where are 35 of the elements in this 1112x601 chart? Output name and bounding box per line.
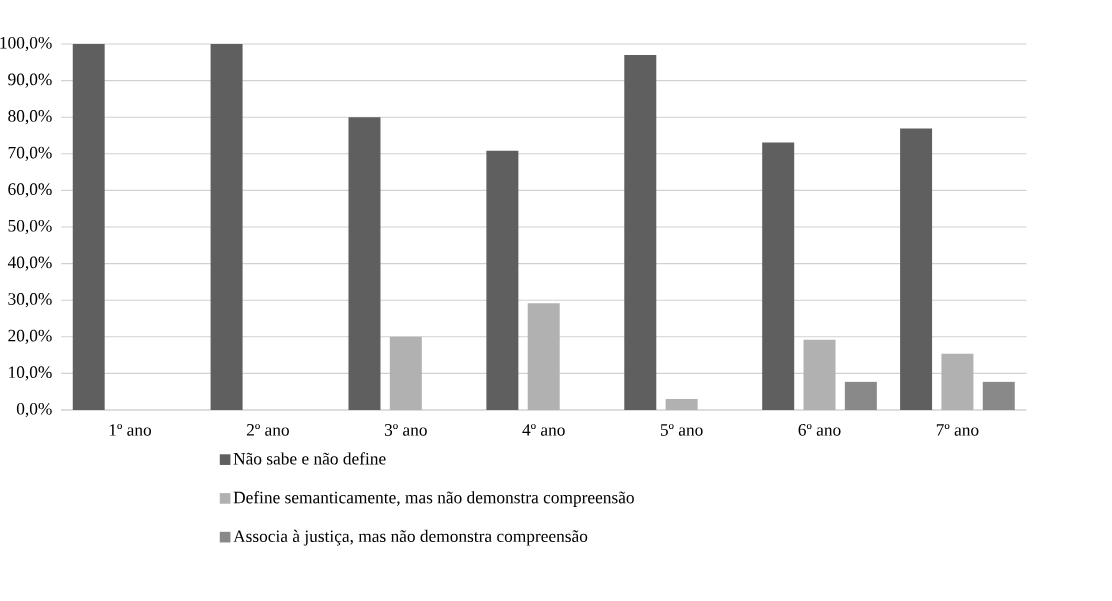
x-tick-label: 3º ano bbox=[384, 424, 427, 436]
y-tick-label: 60,0% bbox=[8, 183, 52, 198]
bar bbox=[486, 150, 519, 410]
y-tick-label: 40,0% bbox=[7, 256, 52, 271]
bar bbox=[900, 128, 933, 410]
y-tick-label: 20,0% bbox=[8, 329, 52, 344]
y-tick-label: 0,0% bbox=[16, 402, 52, 418]
legend-label: Associa à justiça, mas não demonstra compreensão bbox=[233, 529, 588, 546]
x-tick-label: 1º ano bbox=[109, 424, 152, 436]
y-tick-label: 100,0% bbox=[0, 36, 52, 52]
y-tick-label: 50,0% bbox=[8, 219, 52, 235]
bar bbox=[665, 399, 698, 410]
x-tick-label: 2º ano bbox=[246, 424, 289, 436]
legend-label: Não sabe e não define bbox=[233, 452, 386, 465]
y-tick-label: 10,0% bbox=[9, 366, 52, 381]
y-tick-label: 30,0% bbox=[8, 293, 52, 308]
bar bbox=[624, 54, 657, 410]
y-tick-label: 90,0% bbox=[8, 73, 52, 88]
bar bbox=[982, 381, 1015, 410]
bar bbox=[72, 44, 105, 410]
y-tick-label: 80,0% bbox=[8, 110, 52, 125]
bar bbox=[348, 117, 381, 410]
bar bbox=[762, 142, 795, 410]
x-tick-label: 5º ano bbox=[660, 424, 703, 436]
bar bbox=[844, 381, 877, 410]
x-tick-label: 4º ano bbox=[522, 424, 565, 436]
bar bbox=[803, 339, 836, 410]
bar bbox=[941, 353, 974, 410]
x-tick-label: 6º ano bbox=[798, 424, 841, 436]
x-tick-label: 7º ano bbox=[936, 424, 979, 436]
y-tick-label: 70,0% bbox=[8, 146, 52, 161]
bar bbox=[527, 303, 560, 410]
legend-label: Define semanticamente, mas não demonstra compreensão bbox=[233, 491, 634, 507]
bar bbox=[210, 44, 243, 410]
bar bbox=[389, 336, 422, 410]
